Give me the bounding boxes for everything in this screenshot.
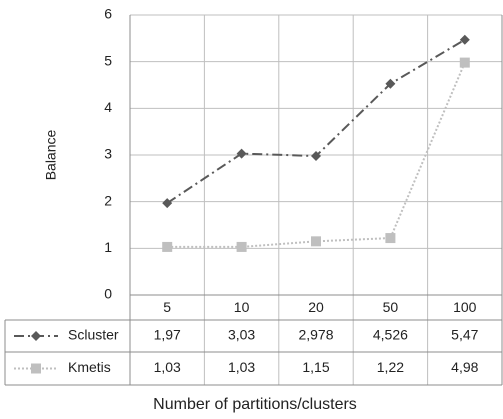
y-axis-title: Balance: [43, 129, 59, 180]
x-axis-title: Number of partitions/clusters: [153, 396, 357, 413]
legend-label: Scluster: [68, 327, 119, 343]
point: [162, 241, 173, 252]
table-value: 1,97: [154, 327, 181, 343]
point: [385, 78, 396, 89]
point: [459, 57, 470, 68]
x-tick-label: 5: [163, 299, 171, 315]
point: [162, 198, 173, 209]
y-tick-label: 4: [104, 99, 112, 115]
y-tick-label: 6: [104, 6, 112, 22]
y-tick-label: 1: [104, 239, 112, 255]
point: [385, 233, 396, 244]
table-value: 1,03: [154, 359, 181, 375]
table-value: 5,47: [451, 327, 478, 343]
y-tick-label: 5: [104, 52, 112, 68]
point: [311, 236, 321, 247]
table-value: 1,15: [302, 359, 329, 375]
legend-label: Kmetis: [68, 359, 111, 375]
point: [236, 148, 247, 159]
table-value: 1,22: [377, 359, 404, 375]
y-tick-label: 2: [104, 192, 112, 208]
table-value: 3,03: [228, 327, 255, 343]
table-value: 4,98: [451, 359, 478, 375]
point: [236, 241, 247, 252]
x-tick-label: 100: [453, 299, 477, 315]
point: [311, 151, 321, 162]
y-tick-label: 3: [104, 146, 112, 162]
table-value: 2,978: [298, 327, 333, 343]
x-tick-label: 20: [308, 299, 324, 315]
legend-marker: [31, 363, 41, 374]
y-tick-label: 0: [104, 286, 112, 302]
table-value: 4,526: [373, 327, 408, 343]
series-line: [166, 38, 466, 204]
point: [459, 34, 470, 45]
x-tick-label: 10: [234, 299, 250, 315]
x-tick-label: 50: [383, 299, 399, 315]
legend-marker: [31, 331, 41, 341]
table-value: 1,03: [228, 359, 255, 375]
